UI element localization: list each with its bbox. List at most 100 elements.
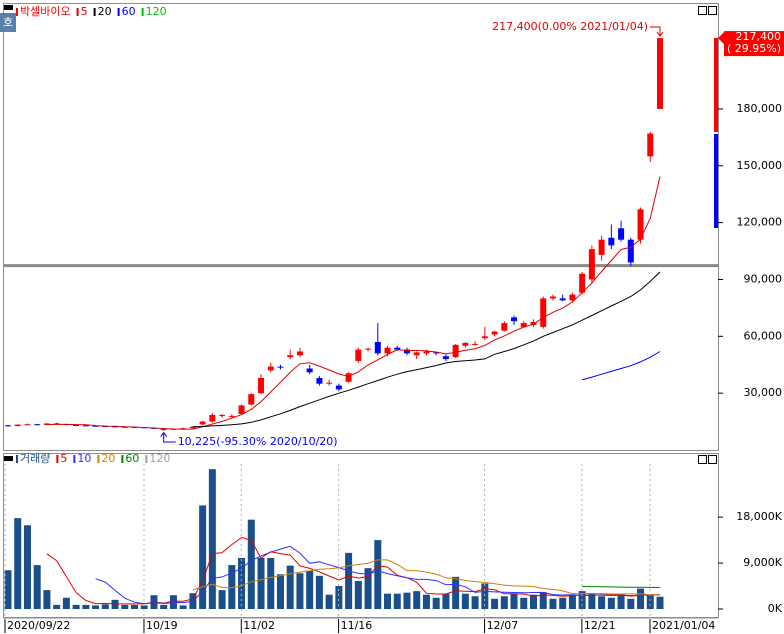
volume-bar [500, 596, 508, 609]
legend-swatch [93, 8, 96, 16]
volume-bar [72, 604, 80, 609]
candle-body [189, 426, 196, 429]
x-tick-label: 11/16 [341, 619, 373, 632]
minimize-icon[interactable] [698, 455, 707, 464]
volume-bar [393, 593, 401, 609]
volume-bar [510, 593, 518, 609]
candle-body [277, 366, 284, 368]
y-tick-label: 9,000K [743, 556, 782, 569]
volume-bar [588, 593, 596, 609]
legend-label: 10 [77, 452, 91, 465]
legend-label: 5 [81, 5, 88, 18]
legend-swatch [76, 8, 79, 16]
volume-bar [422, 594, 430, 609]
candle-body [647, 133, 654, 157]
volume-bar [345, 552, 353, 609]
max-annotation: 217,400(0.00% 2021/01/04) [492, 20, 648, 33]
range-indicator-down [714, 134, 718, 228]
volume-bar [238, 557, 246, 609]
volume-bar [637, 588, 645, 609]
legend-swatch [117, 8, 120, 16]
volume-bar [364, 568, 372, 609]
volume-bar [413, 591, 421, 609]
moving-average-line [46, 176, 661, 430]
volume-average-line [582, 586, 661, 588]
candle-body [627, 239, 634, 263]
candle-body [316, 378, 323, 384]
candle-body [559, 298, 566, 301]
volume-bar [354, 580, 362, 609]
volume-bar [646, 594, 654, 609]
candle-body [394, 347, 401, 350]
volume-bar [228, 565, 236, 609]
legend-swatch [97, 455, 100, 463]
y-tick-label: 150,000 [737, 159, 783, 172]
candle-body [287, 355, 294, 358]
y-tick-label: 120,000 [737, 216, 783, 229]
candle-body [491, 331, 498, 335]
close-icon[interactable] [708, 455, 717, 464]
max-annotation-arrow [650, 26, 664, 37]
candle-body [326, 382, 333, 384]
volume-bar [656, 596, 664, 609]
candle-body [345, 373, 352, 382]
volume-bar [325, 594, 333, 609]
candle-body [43, 423, 50, 425]
candle-body [92, 425, 99, 427]
close-icon[interactable] [708, 6, 717, 15]
volume-bar [14, 518, 22, 609]
volume-bar [101, 604, 109, 609]
volume-bar [179, 605, 187, 609]
candle-body [657, 38, 663, 109]
volume-bar [335, 586, 343, 609]
volume-bar [33, 565, 41, 609]
volume-layer: 0K 9,000K 18,000K 거래량 5 10 20 60 120 2020/09/22 10… [4, 452, 783, 633]
min-annotation: 10,225(-95.30% 2020/10/20) [178, 435, 338, 448]
volume-bar [549, 598, 557, 609]
candle-body [199, 421, 206, 425]
candle-body [384, 347, 391, 354]
volume-bar [82, 604, 90, 609]
volume-bar [384, 593, 392, 609]
candle-body [365, 348, 372, 350]
volume-bar [461, 593, 469, 609]
candle-body [452, 344, 459, 358]
candle-body [34, 424, 41, 426]
x-tick-label: 12/21 [584, 619, 616, 632]
candle-body [228, 415, 235, 417]
y-tick-label: 0K [768, 602, 783, 615]
candle-body [82, 425, 89, 427]
volume-bar [432, 597, 440, 609]
minimize-icon[interactable] [698, 6, 707, 15]
volume-bar [539, 592, 547, 609]
candle-body [423, 351, 430, 354]
candle-body [433, 352, 440, 354]
legend-label: 거래량 [20, 452, 50, 465]
candle-body [462, 342, 469, 346]
x-tick-label: 11/02 [243, 619, 275, 632]
toggle-button[interactable] [0, 13, 16, 32]
candle-body [588, 249, 595, 280]
legend-label: 60 [125, 452, 139, 465]
candle-body [530, 322, 537, 325]
legend-swatch [16, 455, 18, 463]
y-tick-label: 180,000 [737, 102, 783, 115]
candle-body [569, 294, 576, 301]
legend-label: 120 [149, 452, 170, 465]
volume-bar [218, 590, 226, 609]
last-price-label: 217,400 [736, 30, 782, 43]
candle-body [374, 342, 381, 354]
legend-swatch [56, 455, 59, 463]
volume-bar [4, 570, 12, 609]
toggle-button-label: 호 [3, 16, 13, 29]
panel-marker [4, 456, 13, 461]
legend-label: 박셀바이오 [20, 5, 71, 18]
x-tick-label: 2020/09/22 [7, 619, 70, 632]
volume-bar [160, 604, 168, 609]
volume-bar [62, 597, 70, 609]
volume-bar [208, 469, 216, 609]
y-tick-label: 90,000 [744, 272, 783, 285]
